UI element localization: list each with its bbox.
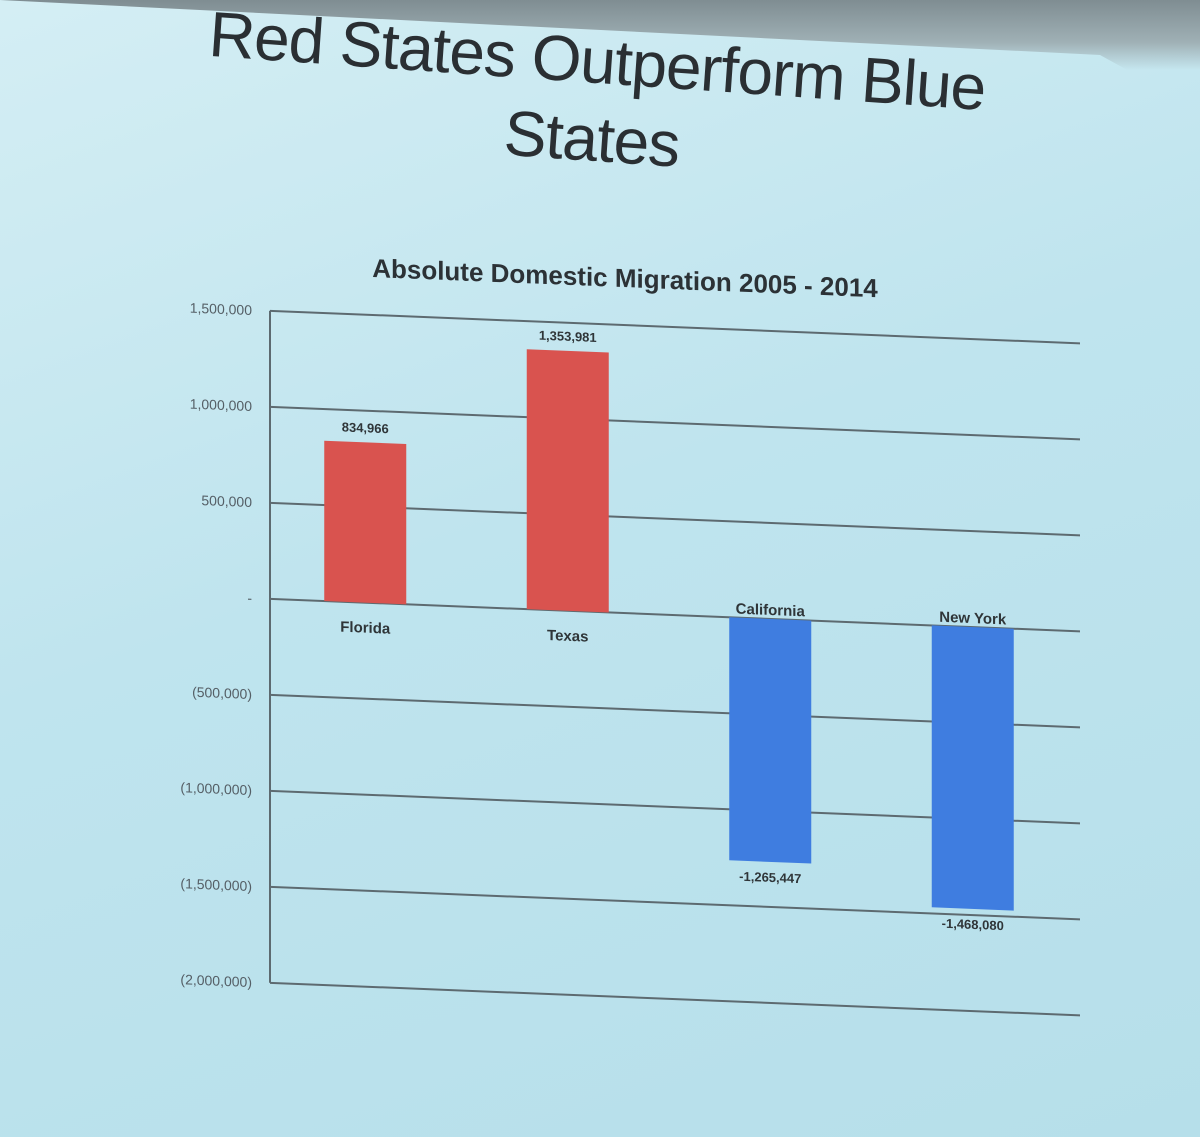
gridline (270, 309, 1080, 345)
value-label: 834,966 (342, 419, 389, 436)
value-label: -1,468,080 (942, 916, 1004, 933)
gridline (270, 405, 1080, 441)
gridline (270, 981, 1080, 1017)
bar-florida (324, 440, 407, 605)
bar-new-york (931, 625, 1014, 911)
value-label: 1,353,981 (539, 328, 597, 345)
category-label: Texas (547, 627, 588, 646)
category-labels: Florida Texas California New York (340, 601, 1007, 646)
y-tick-label: 500,000 (201, 492, 252, 510)
category-label: California (736, 601, 806, 621)
bar-california (729, 617, 812, 864)
chart-subtitle: Absolute Domestic Migration 2005 - 2014 (372, 253, 878, 303)
y-tick-label: (500,000) (192, 684, 252, 702)
value-label: -1,265,447 (739, 869, 801, 886)
y-tick-label: 1,500,000 (190, 300, 252, 319)
category-label: Florida (340, 619, 391, 638)
y-tick-label: 1,000,000 (190, 396, 252, 415)
y-tick-label: (1,000,000) (180, 779, 252, 798)
y-tick-label: - (247, 590, 252, 606)
bars (324, 349, 1014, 911)
category-label: New York (939, 609, 1007, 629)
y-tick-label: (1,500,000) (180, 875, 252, 894)
gridline (270, 885, 1080, 921)
y-tick-label: (2,000,000) (180, 971, 252, 990)
chart-plot-area: Absolute Domestic Migration 2005 - 2014 … (180, 253, 1080, 1017)
bar-texas (526, 349, 609, 613)
y-axis-ticks: 1,500,000 1,000,000 500,000 - (500,000) (1,00… (180, 300, 252, 990)
value-labels: 834,966 1,353,981 -1,265,447 -1,468,080 (342, 328, 1004, 934)
